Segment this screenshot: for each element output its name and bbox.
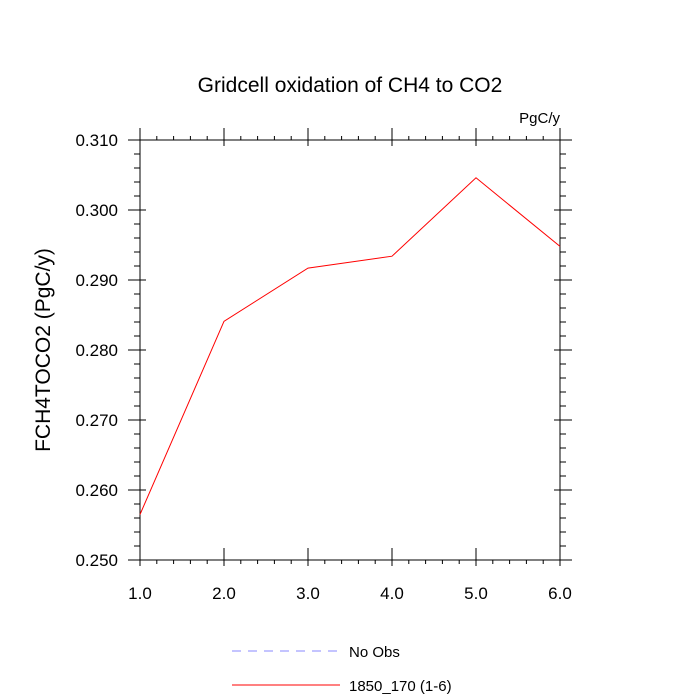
y-tick-label: 0.260: [75, 481, 118, 500]
units-label: PgC/y: [519, 110, 560, 127]
x-tick-label: 2.0: [212, 584, 236, 603]
legend-label: 1850_170 (1-6): [349, 678, 452, 695]
x-tick-label: 4.0: [380, 584, 404, 603]
y-tick-label: 0.280: [75, 341, 118, 360]
legend-label: No Obs: [349, 644, 400, 661]
y-axis-label: FCH4TOCO2 (PgC/y): [32, 248, 55, 452]
x-tick-label: 5.0: [464, 584, 488, 603]
y-tick-labels: 0.250 0.260 0.270 0.280 0.290 0.300 0.310: [75, 131, 118, 570]
y-tick-label: 0.300: [75, 201, 118, 220]
x-tick-labels: 1.0 2.0 3.0 4.0 5.0 6.0: [128, 584, 572, 603]
y-tick-label: 0.250: [75, 551, 118, 570]
x-tick-label: 1.0: [128, 584, 152, 603]
series-group: [139, 177, 561, 515]
plot-frame: [139, 139, 561, 561]
y-tick-label: 0.310: [75, 131, 118, 150]
axis-ticks: [128, 128, 572, 566]
chart-title: Gridcell oxidation of CH4 to CO2: [198, 74, 503, 97]
x-tick-label: 3.0: [296, 584, 320, 603]
x-tick-label: 6.0: [548, 584, 572, 603]
series-line: [139, 177, 561, 515]
y-tick-label: 0.270: [75, 411, 118, 430]
y-tick-label: 0.290: [75, 271, 118, 290]
legend: No Obs 1850_170 (1-6): [232, 644, 452, 695]
